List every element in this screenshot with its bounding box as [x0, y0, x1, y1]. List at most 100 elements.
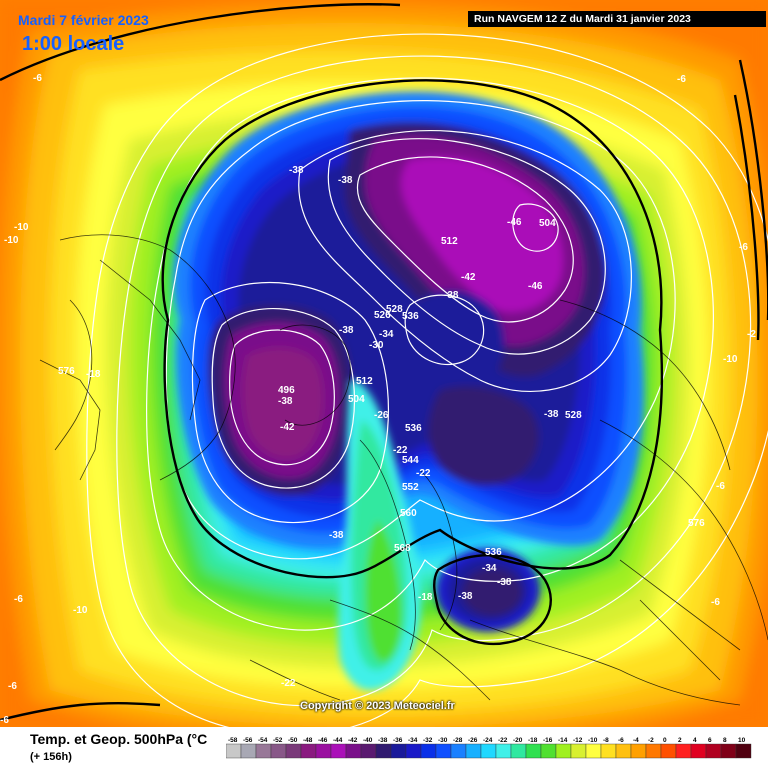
scale-swatch	[630, 743, 647, 759]
temperature-label: -38	[444, 290, 459, 301]
temperature-label: -6	[8, 681, 17, 692]
contour-label-layer: 504 512 528 526 536 496 504 512 536 544 …	[58, 218, 705, 558]
temperature-label: -30	[369, 340, 384, 351]
scale-tick-label: -30	[438, 737, 448, 744]
scale-tick-label: 0	[663, 737, 667, 744]
scale-swatch	[615, 743, 632, 759]
scale-tick-label: -44	[333, 737, 343, 744]
scale-swatch	[525, 743, 542, 759]
model-run-banner: Run NAVGEM 12 Z du Mardi 31 janvier 2023	[468, 11, 766, 27]
contour-label: 576	[688, 518, 705, 529]
scale-swatch	[226, 743, 242, 759]
scale-swatch	[330, 743, 347, 759]
scale-tick-label: -18	[528, 737, 538, 744]
scale-tick-label: -48	[303, 737, 313, 744]
temperature-label: -6	[739, 242, 748, 253]
temperature-label: -10	[723, 354, 738, 365]
scale-swatch	[300, 743, 317, 759]
temperature-label: -6	[14, 594, 23, 605]
contour-label: 526	[374, 310, 391, 321]
forecast-time: 1:00 locale	[22, 33, 125, 55]
scale-tick-label: -24	[483, 737, 493, 744]
scale-swatch	[405, 743, 422, 759]
scale-swatch	[600, 743, 617, 759]
coastlines	[39, 234, 768, 706]
scale-tick-label: -56	[243, 737, 253, 744]
temperature-label: -10	[4, 235, 19, 246]
scale-swatch	[720, 743, 737, 759]
temperature-label: -22	[281, 678, 296, 689]
scale-tick-label: -22	[498, 737, 508, 744]
scale-swatch	[555, 743, 572, 759]
temperature-label: -38	[544, 409, 559, 420]
scale-swatch	[585, 743, 602, 759]
contour-label: 504	[348, 394, 365, 405]
legend-footer: Temp. et Geop. 500hPa (°C (+ 156h) -58 -5…	[0, 727, 768, 768]
scale-tick-label: 4	[693, 737, 697, 744]
temperature-label: -18	[418, 592, 433, 603]
scale-swatch	[540, 743, 557, 759]
temperature-label: -38	[278, 396, 293, 407]
temperature-label: -38	[339, 325, 354, 336]
scale-tick-label: 2	[678, 737, 682, 744]
parameter-title: Temp. et Geop. 500hPa (°C	[30, 731, 208, 747]
temperature-label: -46	[528, 281, 543, 292]
temperature-label: -42	[461, 272, 476, 283]
scale-swatch	[675, 743, 692, 759]
scale-tick-label: -4	[633, 737, 639, 744]
scale-tick-label: -14	[558, 737, 568, 744]
scale-swatch	[465, 743, 482, 759]
temperature-label: -6	[716, 481, 725, 492]
scale-swatch	[270, 743, 287, 759]
scale-tick-label: -28	[453, 737, 463, 744]
temperature-label: -26	[374, 410, 389, 421]
temperature-label: -34	[379, 329, 394, 340]
scale-swatch	[435, 743, 452, 759]
temperature-label: -10	[73, 605, 88, 616]
scale-tick-label: -16	[543, 737, 553, 744]
scale-swatch	[735, 743, 752, 759]
polar-vortex-core	[173, 91, 644, 632]
scale-swatch	[645, 743, 662, 759]
scale-swatch	[660, 743, 677, 759]
temperature-label: -34	[482, 563, 497, 574]
scale-tick-label: -10	[588, 737, 598, 744]
temperature-label: -42	[280, 422, 295, 433]
scale-tick-label: -12	[573, 737, 583, 744]
copyright-text: Copyright © 2023 Meteociel.fr	[300, 700, 455, 712]
scale-swatch	[345, 743, 362, 759]
temperature-label: -10	[14, 222, 29, 233]
contour-label: 536	[405, 423, 422, 434]
contour-label: 560	[400, 508, 417, 519]
bold-contours	[0, 3, 768, 722]
temperature-label: -6	[0, 715, 9, 726]
forecast-date: Mardi 7 février 2023	[18, 12, 149, 28]
lead-time: (+ 156h)	[30, 751, 72, 763]
temperature-label: -6	[711, 597, 720, 608]
temperature-label: -2	[747, 329, 756, 340]
temperature-label: -22	[393, 445, 408, 456]
contour-label: 512	[441, 236, 458, 247]
scale-swatch	[570, 743, 587, 759]
color-scale-bar: -58 -56 -54 -52 -50 -48 -46 -44 -42 -40 -38 -36 -34-…	[226, 737, 752, 759]
contour-label: 576	[58, 366, 75, 377]
scale-swatch	[480, 743, 497, 759]
scale-swatch	[495, 743, 512, 759]
scale-tick-label: -8	[603, 737, 609, 744]
scale-tick-label: -26	[468, 737, 478, 744]
contour-label: 528	[565, 410, 582, 421]
contour-label: 528	[386, 304, 403, 315]
scale-swatch	[705, 743, 722, 759]
scale-tick-label: -2	[648, 737, 654, 744]
contour-label: 536	[402, 311, 419, 322]
geopotential-contours	[86, 33, 768, 736]
scale-swatch	[240, 743, 257, 759]
scale-tick-label: -42	[348, 737, 358, 744]
scale-swatch	[255, 743, 272, 759]
scale-swatch	[510, 743, 527, 759]
temperature-label: -22	[416, 468, 431, 479]
scale-tick-label: -58	[228, 737, 238, 744]
scale-swatch	[285, 743, 302, 759]
temperature-label: -38	[338, 175, 353, 186]
